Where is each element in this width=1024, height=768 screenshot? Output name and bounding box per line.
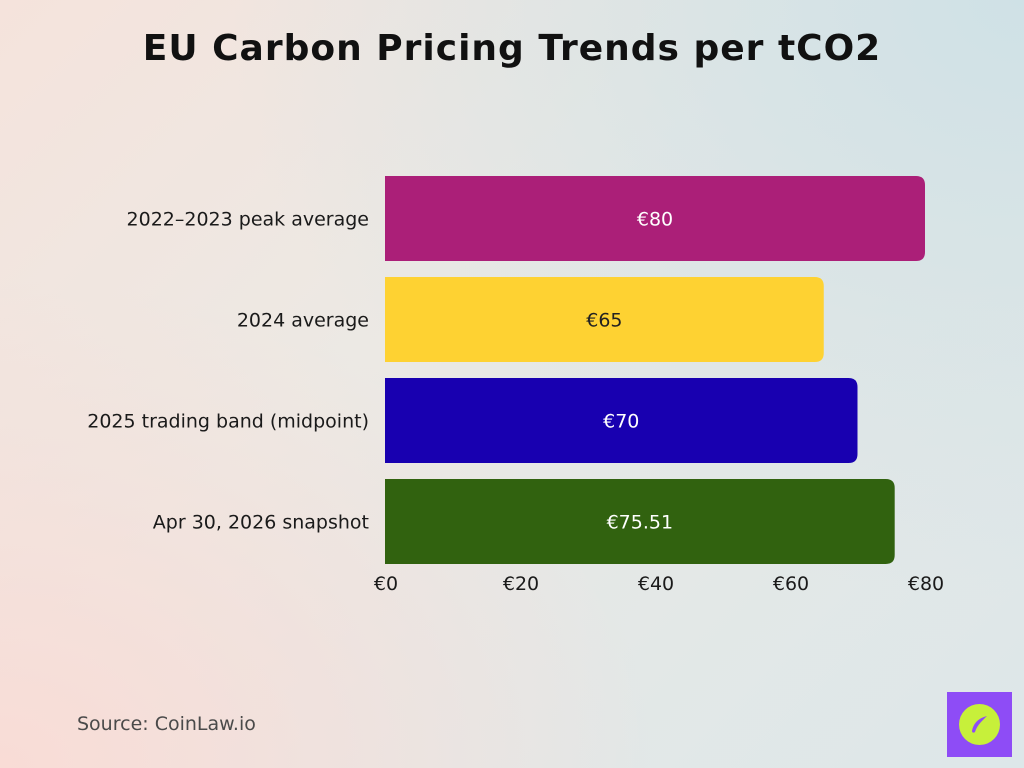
category-label-4: Apr 30, 2026 snapshot	[153, 512, 369, 534]
bar-2	[385, 277, 824, 362]
bar-3	[385, 378, 858, 463]
x-tick-label-2: €20	[503, 573, 539, 595]
x-tick-label-1: €0	[374, 573, 398, 595]
source-note: Source: CoinLaw.io	[77, 713, 256, 735]
bar-1	[385, 176, 925, 261]
x-tick-label-4: €60	[773, 573, 809, 595]
category-label-2: 2024 average	[237, 310, 369, 332]
chart-title: EU Carbon Pricing Trends per tCO2	[142, 28, 882, 69]
value-label-4: €75.51	[607, 512, 673, 534]
compass-leaf-icon	[972, 716, 987, 733]
x-tick-label-3: €40	[638, 573, 674, 595]
category-label-1: 2022–2023 peak average	[127, 209, 369, 231]
brand-logo[interactable]	[947, 692, 1012, 757]
x-tick-label-5: €80	[908, 573, 944, 595]
logo-circle	[959, 704, 1000, 745]
category-label-3: 2025 trading band (midpoint)	[87, 411, 369, 433]
value-label-1: €80	[637, 209, 673, 231]
bar-4	[385, 479, 895, 564]
value-label-3: €70	[603, 411, 639, 433]
value-label-2: €65	[586, 310, 622, 332]
